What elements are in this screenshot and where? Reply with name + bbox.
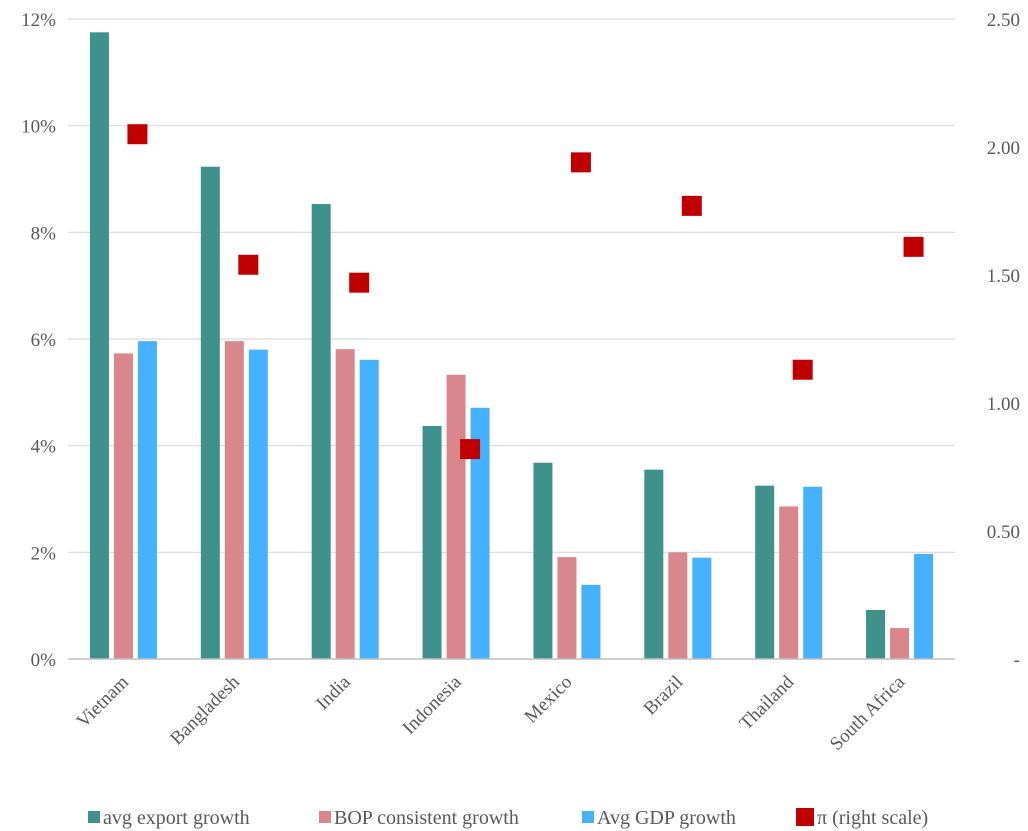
bar-avg-gdp-growth-bangladesh	[248, 349, 268, 659]
legend-swatch	[319, 811, 331, 823]
legend-label: Avg GDP growth	[597, 807, 736, 829]
bar-avg-export-growth-thailand	[755, 485, 775, 659]
legend-label: BOP consistent growth	[334, 807, 519, 829]
pi-marker-bangladesh	[238, 254, 259, 275]
pi-marker-indonesia	[460, 439, 481, 460]
legend-label: avg export growth	[103, 807, 250, 829]
bar-bop-consistent-growth-indonesia	[446, 374, 466, 659]
legend-swatch	[88, 811, 100, 823]
right-y-tick-label: 2.50	[987, 10, 1020, 31]
right-y-axis-labels: - 0.50 1.00 1.50 2.00 2.50	[987, 10, 1020, 671]
legend-label: π (right scale)	[817, 807, 928, 829]
x-axis-labels: Vietnam Bangladesh India Indonesia Mexico Bra…	[73, 671, 910, 755]
bar-avg-export-growth-south-africa	[866, 609, 886, 659]
bar-avg-export-growth-india	[311, 204, 331, 660]
pi-marker-vietnam	[127, 124, 148, 145]
bar-avg-export-growth-bangladesh	[200, 166, 220, 659]
legend-swatch	[582, 811, 594, 823]
bar-avg-gdp-growth-thailand	[803, 486, 823, 659]
x-tick-label: Thailand	[736, 671, 799, 734]
x-tick-label: Bangladesh	[166, 671, 244, 749]
bar-avg-export-growth-vietnam	[89, 32, 109, 660]
bar-bop-consistent-growth-brazil	[668, 552, 688, 659]
bar-avg-gdp-growth-vietnam	[137, 341, 157, 659]
right-y-tick-label: 0.50	[987, 522, 1020, 543]
left-y-tick-label: 4%	[31, 437, 57, 458]
bars	[89, 32, 934, 660]
left-y-tick-label: 2%	[31, 543, 57, 564]
x-tick-label: Mexico	[521, 672, 577, 728]
bar-bop-consistent-growth-thailand	[779, 506, 799, 659]
x-tick-label: South Africa	[826, 671, 910, 755]
x-tick-label: Brazil	[640, 672, 688, 720]
right-y-tick-label: -	[1014, 650, 1020, 671]
bar-avg-gdp-growth-mexico	[581, 584, 601, 659]
bar-bop-consistent-growth-south-africa	[890, 628, 910, 659]
bar-avg-gdp-growth-south-africa	[914, 553, 934, 659]
bar-avg-export-growth-indonesia	[422, 425, 442, 659]
x-tick-label: India	[312, 671, 355, 714]
pi-markers	[127, 124, 924, 460]
bar-bop-consistent-growth-vietnam	[113, 353, 133, 659]
pi-marker-india	[349, 272, 370, 293]
pi-marker-thailand	[792, 359, 813, 380]
left-y-tick-label: 8%	[31, 223, 57, 244]
bar-avg-gdp-growth-india	[359, 359, 379, 659]
bar-bop-consistent-growth-bangladesh	[224, 341, 244, 659]
bar-avg-export-growth-brazil	[644, 469, 664, 659]
pi-marker-mexico	[570, 152, 591, 173]
left-y-tick-label: 10%	[21, 117, 56, 138]
pi-marker-brazil	[681, 195, 702, 216]
left-y-tick-label: 6%	[31, 330, 57, 351]
bar-avg-gdp-growth-indonesia	[470, 407, 490, 659]
bar-avg-export-growth-mexico	[533, 462, 553, 659]
left-y-axis-labels: 0% 2% 4% 6% 8% 10% 12%	[21, 10, 56, 671]
left-y-tick-label: 12%	[21, 10, 56, 31]
x-tick-label: Indonesia	[399, 671, 466, 738]
legend-swatch	[796, 808, 814, 826]
right-y-tick-label: 2.00	[987, 138, 1020, 159]
bar-bop-consistent-growth-mexico	[557, 557, 577, 659]
right-y-tick-label: 1.50	[987, 266, 1020, 287]
pi-marker-south-africa	[903, 236, 924, 257]
x-tick-label: Vietnam	[73, 672, 133, 732]
legend: avg export growth BOP consistent growth Av…	[88, 807, 928, 829]
bar-bop-consistent-growth-india	[335, 349, 355, 659]
bar-avg-gdp-growth-brazil	[692, 557, 712, 659]
left-y-tick-label: 0%	[31, 650, 57, 671]
right-y-tick-label: 1.00	[987, 394, 1020, 415]
